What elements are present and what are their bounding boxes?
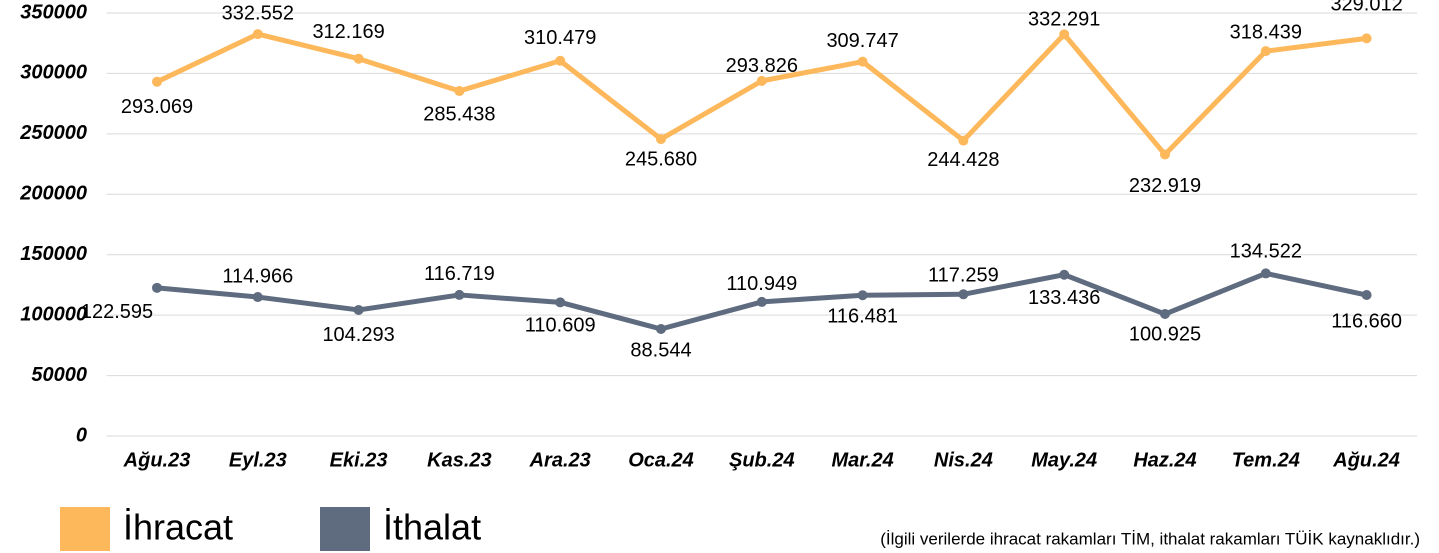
data-label: 312.169 (312, 21, 384, 43)
point (958, 135, 969, 146)
series-line (155, 31, 1367, 158)
data-label: 332.291 (1028, 9, 1100, 31)
point (656, 134, 666, 145)
point (756, 75, 767, 86)
point (857, 56, 868, 67)
y-tick-label: 200000 (19, 183, 87, 205)
data-label: 310.479 (524, 27, 596, 49)
data-label: 88.544 (630, 339, 691, 361)
point (1361, 33, 1372, 44)
data-label: 232.919 (1129, 175, 1201, 197)
point (555, 55, 566, 66)
data-label: 116.481 (827, 306, 898, 328)
data-label: 114.966 (222, 265, 293, 287)
data-label: 245.680 (625, 148, 697, 170)
point (555, 297, 566, 308)
data-label: 309.747 (826, 30, 898, 52)
point (252, 292, 263, 303)
data-label: 110.609 (525, 315, 596, 337)
note: (İlgili verilerde ihracat rakamları TİM,… (880, 529, 1420, 548)
data-label: 244.428 (927, 149, 999, 171)
legend-swatch (320, 507, 370, 551)
point (1361, 290, 1372, 301)
point (756, 296, 767, 307)
point (1160, 309, 1170, 320)
x-tick-label: Kas.23 (427, 449, 492, 471)
data-label: 133.436 (1028, 287, 1100, 309)
y-tick-label: 250000 (19, 122, 87, 144)
point (857, 290, 868, 301)
data-label: 293.826 (726, 55, 798, 77)
point (152, 282, 162, 293)
data-label: 134.522 (1230, 241, 1302, 263)
x-tick-label: May.24 (1031, 449, 1097, 471)
x-tick-label: Eki.23 (330, 449, 388, 471)
y-tick-label: 100000 (20, 303, 87, 325)
point (353, 53, 364, 64)
data-label: 117.259 (928, 265, 999, 287)
data-label: 122.595 (81, 301, 153, 323)
point (656, 323, 666, 334)
x-tick-label: Şub.24 (729, 449, 795, 471)
data-label: 110.949 (726, 273, 797, 295)
point (1059, 29, 1070, 40)
point (958, 289, 969, 300)
data-label: 332.552 (222, 2, 294, 24)
data-label: 318.439 (1230, 21, 1302, 43)
point (252, 29, 263, 40)
point (152, 76, 162, 87)
point (1260, 268, 1271, 279)
legend-swatch (60, 507, 110, 551)
point (1160, 149, 1170, 160)
y-tick-label: 350000 (20, 1, 87, 23)
point (1260, 46, 1271, 57)
legend-label: İthalat (383, 507, 481, 548)
x-tick-label: Haz.24 (1133, 449, 1196, 471)
x-tick-label: Mar.24 (831, 449, 893, 471)
point (1059, 269, 1070, 280)
data-label: 116.660 (1331, 310, 1402, 332)
x-tick-label: Tem.24 (1232, 449, 1300, 471)
x-tick-label: Ağu.24 (1332, 449, 1400, 471)
data-label: 329.012 (1330, 0, 1402, 16)
y-tick-label: 50000 (31, 364, 87, 386)
point (454, 86, 465, 97)
y-tick-label: 150000 (20, 243, 87, 265)
legend-label: İhracat (123, 507, 233, 548)
x-tick-label: Nis.24 (934, 449, 993, 471)
data-label: 104.293 (322, 324, 394, 346)
y-tick-label: 0 (76, 424, 87, 446)
x-tick-label: Ara.23 (529, 449, 591, 471)
point (454, 289, 465, 300)
x-tick-label: Oca.24 (628, 449, 694, 471)
data-label: 293.069 (121, 96, 193, 118)
point (353, 304, 364, 315)
x-tick-label: Ağu.23 (123, 449, 191, 471)
data-label: 116.719 (424, 263, 495, 285)
y-tick-label: 300000 (20, 62, 87, 84)
x-tick-label: Eyl.23 (229, 449, 287, 471)
data-label: 100.925 (1129, 323, 1201, 345)
data-label: 285.438 (423, 103, 495, 125)
